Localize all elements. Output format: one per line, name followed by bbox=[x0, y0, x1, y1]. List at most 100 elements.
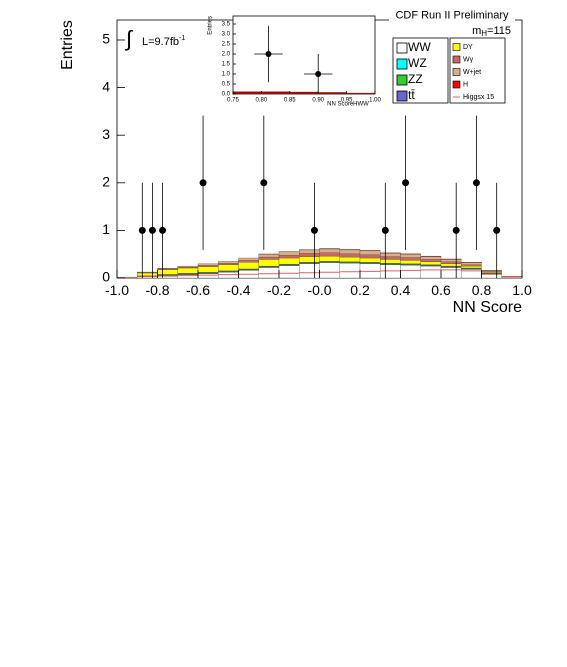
x-tick-label: -0.4 bbox=[226, 282, 250, 298]
histogram-bar bbox=[278, 255, 300, 259]
x-tick-label: 1.00 bbox=[369, 97, 381, 103]
histogram-bar bbox=[420, 256, 442, 260]
histogram-bar bbox=[440, 267, 462, 279]
x-tick-label: 0.80 bbox=[256, 97, 268, 103]
mass-value: =115 bbox=[487, 25, 511, 37]
histogram-bar bbox=[299, 263, 320, 279]
histogram-bar bbox=[258, 256, 280, 260]
histogram-bar bbox=[461, 265, 482, 269]
y-tick-label: 2 bbox=[102, 174, 110, 190]
legend-swatch bbox=[396, 90, 408, 102]
histogram-bar bbox=[339, 263, 361, 279]
x-tick-label: -1.0 bbox=[105, 282, 129, 298]
histogram-bar bbox=[461, 264, 482, 267]
histogram-bar bbox=[177, 265, 199, 268]
histogram-bar bbox=[359, 250, 381, 255]
data-point bbox=[159, 226, 167, 234]
histogram-bar bbox=[346, 92, 376, 95]
histogram-bar bbox=[197, 264, 219, 267]
y-tick-label: 5 bbox=[102, 31, 110, 47]
histogram-bar bbox=[420, 259, 442, 262]
histogram-bar bbox=[197, 266, 219, 273]
lumi-text: L=9.7fb bbox=[142, 36, 179, 48]
plot-frame bbox=[232, 15, 376, 95]
data-point bbox=[199, 179, 207, 187]
histogram-bar bbox=[339, 253, 361, 258]
data-point bbox=[148, 226, 156, 234]
histogram-bar bbox=[380, 259, 401, 264]
x-tick-label: 0.8 bbox=[472, 282, 492, 298]
histogram-bar bbox=[197, 263, 219, 266]
histogram-bar bbox=[218, 261, 239, 264]
x-tick-label: -0.6 bbox=[186, 282, 210, 298]
legend-label: WZ bbox=[408, 56, 427, 70]
y-axis-title: Entries bbox=[59, 20, 76, 70]
data-point bbox=[260, 179, 268, 187]
x-tick-label: -0.0 bbox=[307, 282, 331, 298]
legend-label: tt̄ bbox=[408, 88, 415, 102]
mass-subscript: H bbox=[481, 29, 487, 38]
x-tick-label: 0.2 bbox=[350, 282, 370, 298]
histogram-bar bbox=[278, 257, 300, 265]
histogram-bar bbox=[420, 261, 442, 265]
histogram-bar bbox=[137, 272, 158, 277]
histogram-bar bbox=[440, 261, 462, 264]
y-tick-label: 3.0 bbox=[222, 32, 231, 38]
histogram-bar bbox=[440, 263, 462, 267]
legend-swatch bbox=[396, 74, 408, 86]
data-point bbox=[310, 226, 318, 234]
mass-label: mH=115 bbox=[472, 25, 511, 38]
histogram-bar bbox=[197, 273, 219, 279]
title-box bbox=[389, 8, 515, 23]
histogram-bar bbox=[319, 252, 340, 257]
y-tick-label: 3.5 bbox=[222, 22, 231, 28]
histogram-bar bbox=[380, 253, 401, 257]
histogram-bar bbox=[232, 91, 262, 95]
histogram-bar bbox=[157, 269, 178, 275]
histogram-bar bbox=[400, 254, 421, 258]
x-tick-label: -0.8 bbox=[145, 282, 169, 298]
histogram-bar bbox=[218, 263, 239, 265]
legend-swatch bbox=[452, 55, 461, 64]
x-tick-label: -0.2 bbox=[267, 282, 291, 298]
histogram-bar bbox=[339, 256, 361, 262]
y-tick-label: 4 bbox=[102, 78, 110, 94]
data-point bbox=[472, 179, 480, 187]
histogram-bar bbox=[319, 248, 340, 253]
data-point bbox=[138, 226, 146, 234]
y-tick-label: 0.0 bbox=[222, 92, 231, 98]
histogram-bar bbox=[299, 256, 320, 263]
x-axis-title: NN Score bbox=[453, 299, 522, 316]
histogram-bar bbox=[258, 254, 280, 258]
histogram-bar bbox=[177, 267, 199, 274]
legend-swatch bbox=[452, 43, 461, 51]
histogram-bar bbox=[380, 256, 401, 260]
histogram-bar bbox=[289, 91, 319, 95]
data-point bbox=[402, 179, 410, 187]
y-tick-label: 1.0 bbox=[222, 72, 231, 78]
histogram-bar bbox=[218, 264, 239, 272]
histogram-bar bbox=[238, 260, 259, 263]
histogram-bar bbox=[299, 249, 320, 254]
histogram-bar bbox=[400, 257, 421, 261]
y-tick-label: 1 bbox=[102, 221, 110, 237]
legend-label: H bbox=[463, 81, 468, 88]
histogram-bar bbox=[238, 257, 259, 261]
histogram-bar bbox=[400, 260, 421, 264]
histogram-bar bbox=[461, 262, 482, 265]
data-point bbox=[315, 71, 322, 77]
histogram-bar bbox=[261, 91, 290, 95]
legend-swatch bbox=[452, 80, 461, 89]
histogram-bar bbox=[420, 265, 442, 279]
histogram-bar bbox=[299, 253, 320, 257]
x-axis-title: NN ScoreHWW bbox=[327, 102, 369, 108]
legend-label: ZZ bbox=[408, 72, 423, 86]
lumi-label: L=9.7fb-1 bbox=[142, 35, 185, 48]
x-tick-label: 0.4 bbox=[391, 282, 411, 298]
x-tick-label: 1.0 bbox=[512, 282, 532, 298]
histogram-bar bbox=[339, 249, 361, 254]
legend-swatch bbox=[396, 58, 408, 70]
x-tick-label: 0.85 bbox=[284, 97, 296, 103]
data-point bbox=[493, 226, 501, 234]
